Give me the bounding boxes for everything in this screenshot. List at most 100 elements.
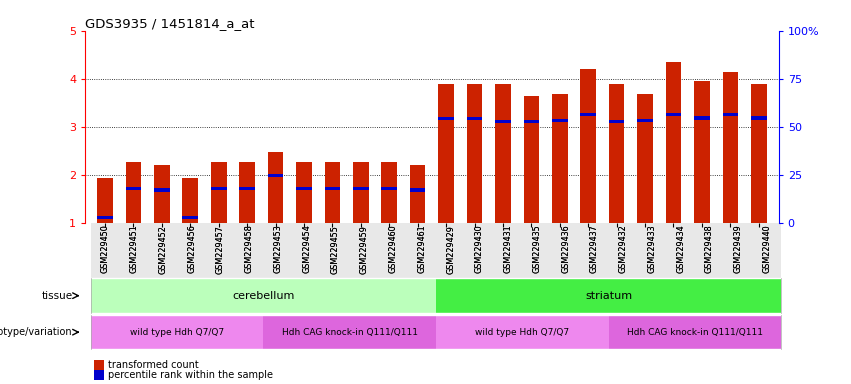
Text: striatum: striatum xyxy=(585,291,632,301)
Text: GSM229453: GSM229453 xyxy=(273,225,283,273)
Text: genotype/variation: genotype/variation xyxy=(0,327,72,337)
Bar xyxy=(268,152,283,223)
Text: GSM229459: GSM229459 xyxy=(360,225,368,273)
Bar xyxy=(495,119,511,123)
Text: GSM229452: GSM229452 xyxy=(158,225,168,273)
Bar xyxy=(466,84,483,223)
Text: GSM229455: GSM229455 xyxy=(331,225,340,273)
Bar xyxy=(324,187,340,190)
Text: GSM229456: GSM229456 xyxy=(187,225,196,273)
Bar xyxy=(552,119,568,122)
Bar xyxy=(523,96,540,223)
Text: GSM229434: GSM229434 xyxy=(677,225,685,273)
Bar xyxy=(296,162,311,223)
Bar xyxy=(665,113,682,116)
Text: GSM229450: GSM229450 xyxy=(100,225,110,273)
Bar xyxy=(637,119,653,122)
Bar xyxy=(381,187,397,190)
Bar xyxy=(751,84,767,223)
Text: GSM229452: GSM229452 xyxy=(158,225,168,273)
Text: GSM229439: GSM229439 xyxy=(734,225,743,273)
Text: GSM229459: GSM229459 xyxy=(360,225,368,273)
Text: GSM229461: GSM229461 xyxy=(417,225,426,273)
Text: cerebellum: cerebellum xyxy=(232,291,294,301)
Bar xyxy=(353,187,368,190)
Bar xyxy=(211,162,226,223)
Text: GSM229440: GSM229440 xyxy=(762,225,772,273)
Text: Hdh CAG knock-in Q111/Q111: Hdh CAG knock-in Q111/Q111 xyxy=(282,328,418,337)
Text: GSM229439: GSM229439 xyxy=(734,225,743,273)
Text: GSM229457: GSM229457 xyxy=(216,225,225,273)
Bar xyxy=(466,117,483,121)
Bar xyxy=(239,162,255,223)
Text: wild type Hdh Q7/Q7: wild type Hdh Q7/Q7 xyxy=(130,328,224,337)
Text: GSM229457: GSM229457 xyxy=(216,225,225,273)
Text: GSM229437: GSM229437 xyxy=(590,225,599,273)
Bar xyxy=(97,215,113,219)
Bar xyxy=(694,81,710,223)
Text: GSM229451: GSM229451 xyxy=(129,225,139,273)
Text: GSM229433: GSM229433 xyxy=(648,225,656,273)
Text: GSM229429: GSM229429 xyxy=(446,225,455,273)
Bar xyxy=(154,188,169,192)
Bar xyxy=(126,162,141,223)
Text: GSM229436: GSM229436 xyxy=(561,225,570,273)
Text: GSM229453: GSM229453 xyxy=(273,225,283,273)
Text: GSM229456: GSM229456 xyxy=(187,225,196,273)
Bar xyxy=(182,178,198,223)
Bar xyxy=(154,165,169,223)
Bar xyxy=(580,69,596,223)
Bar xyxy=(495,84,511,223)
Text: GSM229440: GSM229440 xyxy=(762,225,772,273)
Bar xyxy=(637,94,653,223)
Bar xyxy=(97,178,113,223)
Bar xyxy=(182,215,198,219)
Text: GSM229455: GSM229455 xyxy=(331,225,340,273)
Bar xyxy=(438,84,454,223)
Text: GSM229432: GSM229432 xyxy=(619,225,628,273)
Text: percentile rank within the sample: percentile rank within the sample xyxy=(108,370,273,380)
Text: GSM229434: GSM229434 xyxy=(677,225,685,273)
Text: GSM229429: GSM229429 xyxy=(446,225,455,273)
Text: GSM229438: GSM229438 xyxy=(705,225,714,273)
Text: GSM229458: GSM229458 xyxy=(244,225,254,273)
Bar xyxy=(410,165,426,223)
Text: GSM229430: GSM229430 xyxy=(475,225,484,273)
Bar xyxy=(353,162,368,223)
Bar xyxy=(410,188,426,192)
Bar xyxy=(608,119,625,123)
Text: GSM229435: GSM229435 xyxy=(533,225,541,273)
Bar xyxy=(296,187,311,190)
Text: transformed count: transformed count xyxy=(108,361,199,371)
Bar xyxy=(211,187,226,190)
Bar xyxy=(381,162,397,223)
Text: GSM229460: GSM229460 xyxy=(388,225,397,273)
Bar xyxy=(665,62,682,223)
Bar xyxy=(438,117,454,121)
Text: GDS3935 / 1451814_a_at: GDS3935 / 1451814_a_at xyxy=(85,17,254,30)
Text: GSM229431: GSM229431 xyxy=(504,225,512,273)
Bar xyxy=(523,119,540,123)
Text: GSM229454: GSM229454 xyxy=(302,225,311,273)
Text: wild type Hdh Q7/Q7: wild type Hdh Q7/Q7 xyxy=(476,328,569,337)
Text: GSM229460: GSM229460 xyxy=(388,225,397,273)
Text: Hdh CAG knock-in Q111/Q111: Hdh CAG knock-in Q111/Q111 xyxy=(627,328,763,337)
Text: GSM229451: GSM229451 xyxy=(129,225,139,273)
Text: GSM229433: GSM229433 xyxy=(648,225,656,273)
Text: GSM229461: GSM229461 xyxy=(417,225,426,273)
Text: GSM229436: GSM229436 xyxy=(561,225,570,273)
Text: GSM229450: GSM229450 xyxy=(100,225,110,273)
Text: GSM229438: GSM229438 xyxy=(705,225,714,273)
Text: GSM229432: GSM229432 xyxy=(619,225,628,273)
Bar xyxy=(239,187,255,190)
Bar xyxy=(580,113,596,116)
Bar xyxy=(751,116,767,119)
Text: tissue: tissue xyxy=(41,291,72,301)
Bar xyxy=(722,113,738,116)
Bar xyxy=(694,116,710,119)
Text: GSM229431: GSM229431 xyxy=(504,225,512,273)
Text: GSM229458: GSM229458 xyxy=(244,225,254,273)
Bar xyxy=(722,73,738,223)
Bar xyxy=(268,174,283,177)
Bar xyxy=(608,84,625,223)
